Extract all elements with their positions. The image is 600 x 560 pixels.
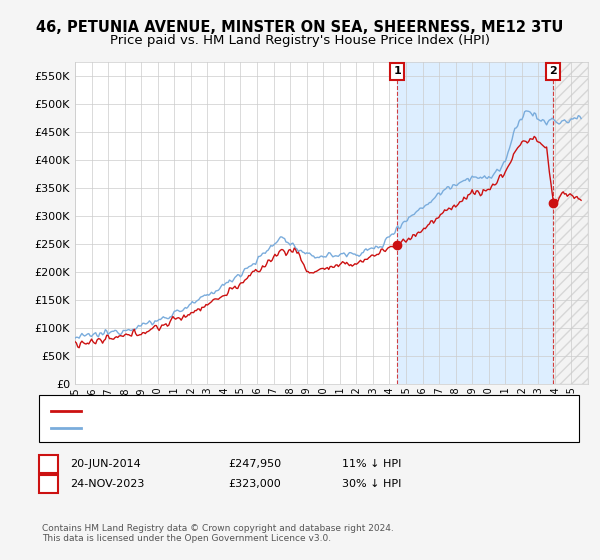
Text: £323,000: £323,000 <box>228 479 281 489</box>
Text: 2: 2 <box>550 67 557 76</box>
Text: 2: 2 <box>45 479 52 489</box>
Text: £247,950: £247,950 <box>228 459 281 469</box>
Text: Price paid vs. HM Land Registry's House Price Index (HPI): Price paid vs. HM Land Registry's House … <box>110 34 490 46</box>
Text: 1: 1 <box>394 67 401 76</box>
Text: 20-JUN-2014: 20-JUN-2014 <box>70 459 141 469</box>
Text: 46, PETUNIA AVENUE, MINSTER ON SEA, SHEERNESS, ME12 3TU (detached house): 46, PETUNIA AVENUE, MINSTER ON SEA, SHEE… <box>87 406 514 416</box>
Text: 46, PETUNIA AVENUE, MINSTER ON SEA, SHEERNESS, ME12 3TU: 46, PETUNIA AVENUE, MINSTER ON SEA, SHEE… <box>37 20 563 35</box>
Bar <box>397 62 553 384</box>
Text: 1: 1 <box>45 459 52 469</box>
Text: HPI: Average price, detached house, Swale: HPI: Average price, detached house, Swal… <box>87 423 311 433</box>
Text: Contains HM Land Registry data © Crown copyright and database right 2024.
This d: Contains HM Land Registry data © Crown c… <box>42 524 394 543</box>
Text: 24-NOV-2023: 24-NOV-2023 <box>70 479 145 489</box>
Bar <box>553 62 588 384</box>
Text: 30% ↓ HPI: 30% ↓ HPI <box>342 479 401 489</box>
Text: 11% ↓ HPI: 11% ↓ HPI <box>342 459 401 469</box>
